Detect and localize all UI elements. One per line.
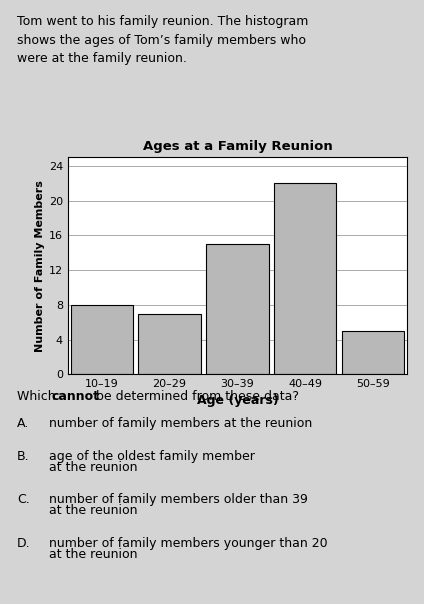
Text: A.: A. [17,417,29,430]
Y-axis label: Number of Family Members: Number of Family Members [35,180,45,352]
Bar [274,183,337,374]
Text: be determined from these data?: be determined from these data? [92,390,299,403]
Text: B.: B. [17,450,30,463]
Text: cannot: cannot [52,390,100,403]
Text: number of family members younger than 20: number of family members younger than 20 [49,537,327,550]
Bar [342,331,404,374]
Text: at the reunion: at the reunion [49,461,137,474]
X-axis label: Age (years): Age (years) [197,394,278,406]
Title: Ages at a Family Reunion: Ages at a Family Reunion [142,140,332,153]
Text: at the reunion: at the reunion [49,504,137,517]
Text: D.: D. [17,537,31,550]
Text: age of the oldest family member: age of the oldest family member [49,450,255,463]
Text: number of family members at the reunion: number of family members at the reunion [49,417,312,430]
Text: C.: C. [17,493,30,507]
Bar [138,313,201,374]
Bar [206,244,269,374]
Text: number of family members older than 39: number of family members older than 39 [49,493,308,507]
Bar [70,305,133,374]
Text: Tom went to his family reunion. The histogram
shows the ages of Tom’s family mem: Tom went to his family reunion. The hist… [17,15,308,65]
Text: at the reunion: at the reunion [49,548,137,561]
Text: Which: Which [17,390,60,403]
